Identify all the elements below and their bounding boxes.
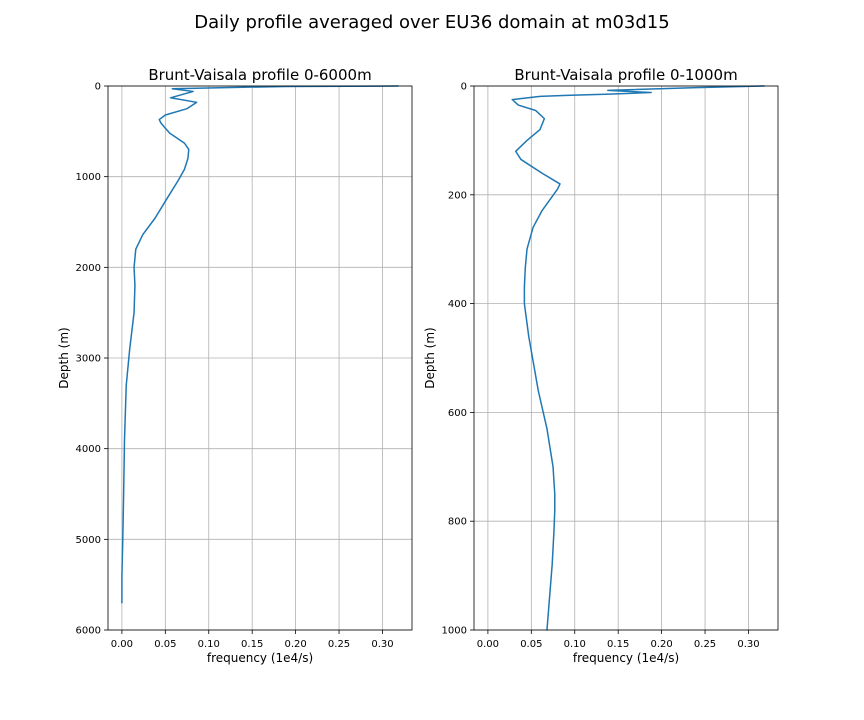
plot-area	[474, 86, 778, 630]
y-tick-label: 800	[448, 517, 467, 528]
series-line	[121, 85, 399, 604]
chart-panel-right: 0.00 0.05 0.10 0.15 0.20 0.25 0.30 0 200 400 600 80…	[423, 66, 779, 665]
y-tick-label: 1000	[442, 626, 467, 637]
figure-title: Daily profile averaged over EU36 domain …	[194, 12, 669, 33]
x-tick-label: 0.15	[607, 639, 629, 650]
x-tick-label: 0.05	[520, 639, 542, 650]
y-tick-label: 3000	[76, 354, 101, 365]
y-tick-label: 400	[448, 299, 467, 310]
y-tick-label: 5000	[76, 535, 101, 546]
y-tick-label: 1000	[76, 172, 101, 183]
x-tick-label: 0.00	[477, 639, 499, 650]
x-tick-label: 0.20	[650, 639, 672, 650]
x-tick-label: 0.10	[564, 639, 586, 650]
grid-lines	[474, 85, 778, 631]
x-tick-label: 0.25	[328, 639, 350, 650]
x-tick-label: 0.05	[154, 639, 176, 650]
chart-title: Brunt-Vaisala profile 0-1000m	[514, 66, 737, 84]
y-axis-label: Depth (m)	[423, 327, 437, 388]
x-tick-label: 0.30	[371, 639, 393, 650]
x-axis-label: frequency (1e4/s)	[573, 651, 679, 665]
x-tick-label: 0.25	[694, 639, 716, 650]
y-tick-label: 4000	[76, 444, 101, 455]
series-line	[511, 85, 765, 631]
y-tick-label: 2000	[76, 263, 101, 274]
x-axis-label: frequency (1e4/s)	[207, 651, 313, 665]
y-tick-label: 6000	[76, 626, 101, 637]
y-tick-label: 200	[448, 190, 467, 201]
x-tick-label: 0.10	[198, 639, 220, 650]
y-tick-label: 600	[448, 408, 467, 419]
axes-frame	[473, 85, 779, 631]
chart-title: Brunt-Vaisala profile 0-6000m	[148, 66, 371, 84]
x-tick-label: 0.30	[737, 639, 759, 650]
y-axis-label: Depth (m)	[57, 327, 71, 388]
x-tick-label: 0.20	[284, 639, 306, 650]
y-tick-label: 0	[95, 82, 101, 93]
x-tick-label: 0.15	[241, 639, 263, 650]
x-tick-label: 0.00	[111, 639, 133, 650]
y-tick-label: 0	[461, 82, 467, 93]
chart-panel-left: 0.00 0.05 0.10 0.15 0.20 0.25 0.30 0 1000 2000 300…	[57, 66, 413, 665]
